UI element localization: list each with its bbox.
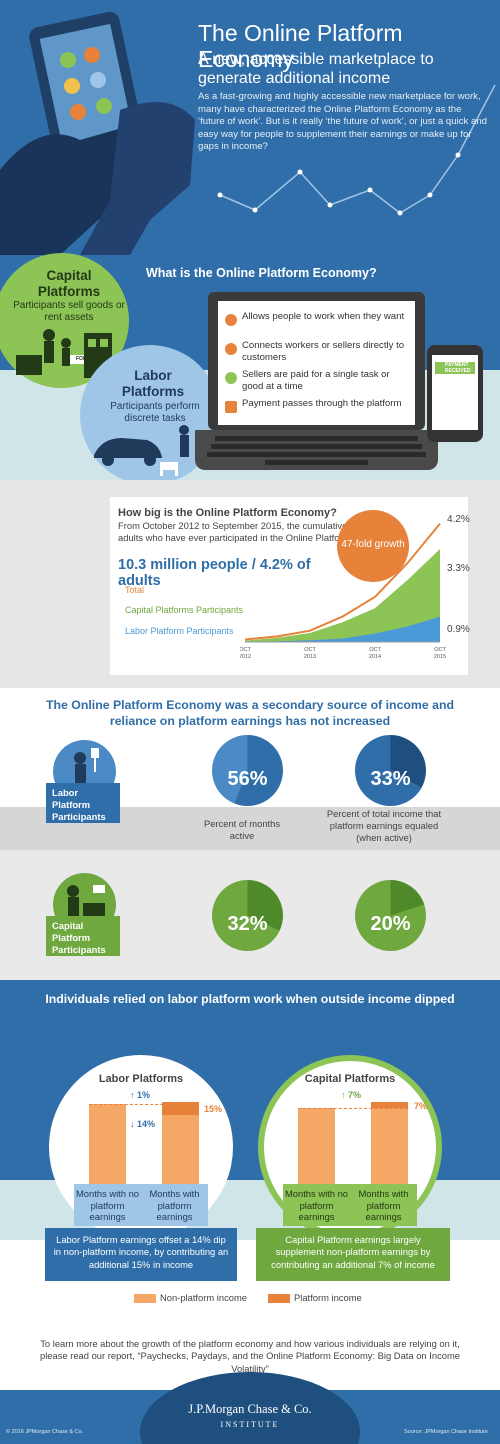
labor-down-label: ↓ 14% — [130, 1119, 156, 1129]
feature-item: Sellers are paid for a single task or go… — [242, 369, 390, 392]
how-big-stat: 10.3 million people / 4.2% of adults — [118, 557, 311, 589]
labor-active-value: 56% — [227, 768, 268, 790]
growth-circle — [337, 510, 409, 582]
end-label-capital: 3.3% — [447, 563, 470, 574]
legend-non-platform-label: Non-platform income — [160, 1292, 248, 1303]
laptop-keyboard — [195, 430, 438, 470]
labor-up-label: ↑ 1% — [130, 1090, 151, 1100]
labor-col1-label: Months with no platform earnings — [75, 1188, 140, 1222]
capital-platform-pct: 7% — [414, 1101, 428, 1111]
end-label-total: 4.2% — [447, 514, 470, 525]
copyright: © 2016 JPMorgan Chase & Co. — [6, 1429, 84, 1435]
intro-text: As a fast-growing and highly accessible … — [198, 91, 488, 153]
capital-platforms-title: Capital Platforms — [37, 268, 101, 299]
labor-note: Labor Platform earnings offset a 14% dip… — [45, 1228, 237, 1281]
legend-total: Total — [125, 585, 145, 595]
legend-capital: Capital Platforms Participants — [125, 605, 244, 615]
how-big-desc: From October 2012 to September 2015, the… — [118, 520, 395, 544]
capital-active-pie — [212, 880, 283, 951]
labor-col2-label: Months with platform earnings — [149, 1188, 200, 1222]
x-tick-label: OCT — [304, 647, 316, 653]
reliance-title: Individuals relied on labor platform wor… — [45, 992, 455, 1006]
jpmorgan-logo: J.P.Morgan Chase & Co. — [188, 1402, 312, 1416]
footer-text: To learn more about the growth of the pl… — [39, 1338, 460, 1374]
keyboard-keys — [207, 436, 426, 465]
capital-income-value: 20% — [370, 913, 411, 935]
labor-non-platform-bar — [162, 1115, 199, 1184]
x-tick-label: 2012 — [240, 654, 251, 660]
total-line — [244, 522, 441, 641]
growth-label: 47-fold growth — [341, 539, 405, 550]
logo-institute: INSTITUTE — [220, 1420, 280, 1429]
money-icon — [225, 372, 237, 384]
for-rent-sign: FOR RENT — [76, 356, 102, 362]
feature-item: Allows people to work when they want — [242, 311, 405, 322]
labor-columns — [74, 1184, 208, 1226]
legend-platform-swatch — [268, 1294, 290, 1303]
capital-baseline — [298, 1108, 408, 1109]
labor-baseline — [89, 1104, 199, 1105]
card-icon — [225, 401, 237, 413]
labor-platform-pct: 15% — [204, 1104, 223, 1114]
legend-platform-label: Platform income — [294, 1292, 362, 1303]
what-title: What is the Online Platform Economy? — [146, 266, 377, 280]
x-tick-label: 2014 — [369, 654, 381, 660]
capital-platform-bar — [371, 1102, 408, 1108]
labor-platforms-title: Labor Platforms — [121, 368, 185, 399]
labor-active-pie — [212, 735, 283, 806]
capital-non-platform-bar — [371, 1108, 408, 1184]
labor-income-pie — [355, 735, 426, 806]
capital-platforms-desc: Participants sell goods or rent assets — [13, 300, 125, 323]
labor-participants-label: Labor Platform Participants — [46, 783, 120, 823]
secondary-title: The Online Platform Economy was a second… — [46, 698, 454, 728]
labor-platform-bar — [162, 1102, 199, 1115]
labor-compare-title: Labor Platforms — [98, 1073, 184, 1085]
end-label-labor: 0.9% — [447, 624, 470, 635]
area-2 — [245, 616, 440, 642]
clock-icon — [225, 343, 237, 355]
x-tick-label: 2013 — [304, 654, 316, 660]
x-tick-label: OCT — [240, 647, 251, 653]
labor-income-value: 33% — [370, 768, 411, 790]
hands-phone-illustration — [0, 11, 496, 255]
legend-labor: Labor Platform Participants — [125, 626, 234, 636]
months-active-caption: Percent of months active — [203, 818, 281, 841]
capital-col2-label: Months with platform earnings — [358, 1188, 409, 1222]
capital-no-platform-bar — [298, 1108, 335, 1184]
labor-platforms-desc: Participants perform discrete tasks — [110, 401, 200, 424]
x-tick-label: 2015 — [434, 654, 446, 660]
laptop-display — [218, 301, 415, 425]
x-tick-label: OCT — [369, 647, 381, 653]
capital-participants-label: Capital Platform Participants — [46, 916, 120, 956]
source-note: Source: JPMorgan Chase Institute — [404, 1429, 488, 1435]
how-big-title: How big is the Online Platform Economy? — [118, 507, 337, 519]
legend-non-platform-swatch — [134, 1294, 156, 1303]
labor-no-platform-bar — [89, 1104, 126, 1184]
capital-up-label: ↑ 7% — [341, 1090, 362, 1100]
capital-person-icon — [67, 885, 105, 919]
payment-received-badge: PAYMENT RECEIVED — [435, 362, 475, 374]
income-share-caption: Percent of total income that platform ea… — [326, 808, 442, 843]
feature-item: Payment passes through the platform — [242, 398, 402, 409]
labor-people-illustration — [94, 425, 189, 476]
capital-col1-label: Months with no platform earnings — [284, 1188, 349, 1222]
page-subtitle: A new, accessible marketplace to generat… — [198, 51, 434, 87]
page-title: The Online Platform Economy — [198, 20, 403, 72]
capital-compare-title: Capital Platforms — [304, 1073, 396, 1085]
x-tick-label: OCT — [434, 647, 446, 653]
feature-item: Connects workers or sellers directly to … — [242, 340, 405, 363]
capital-income-pie — [355, 880, 426, 951]
labor-person-icon — [74, 748, 99, 786]
area-1 — [245, 549, 440, 642]
capital-active-value: 32% — [227, 913, 268, 935]
handshake-icon — [225, 314, 237, 326]
capital-note: Capital Platform earnings largely supple… — [256, 1228, 450, 1281]
header-section: The Online Platform Economy A new, acces… — [0, 0, 500, 255]
capital-columns — [283, 1184, 417, 1226]
